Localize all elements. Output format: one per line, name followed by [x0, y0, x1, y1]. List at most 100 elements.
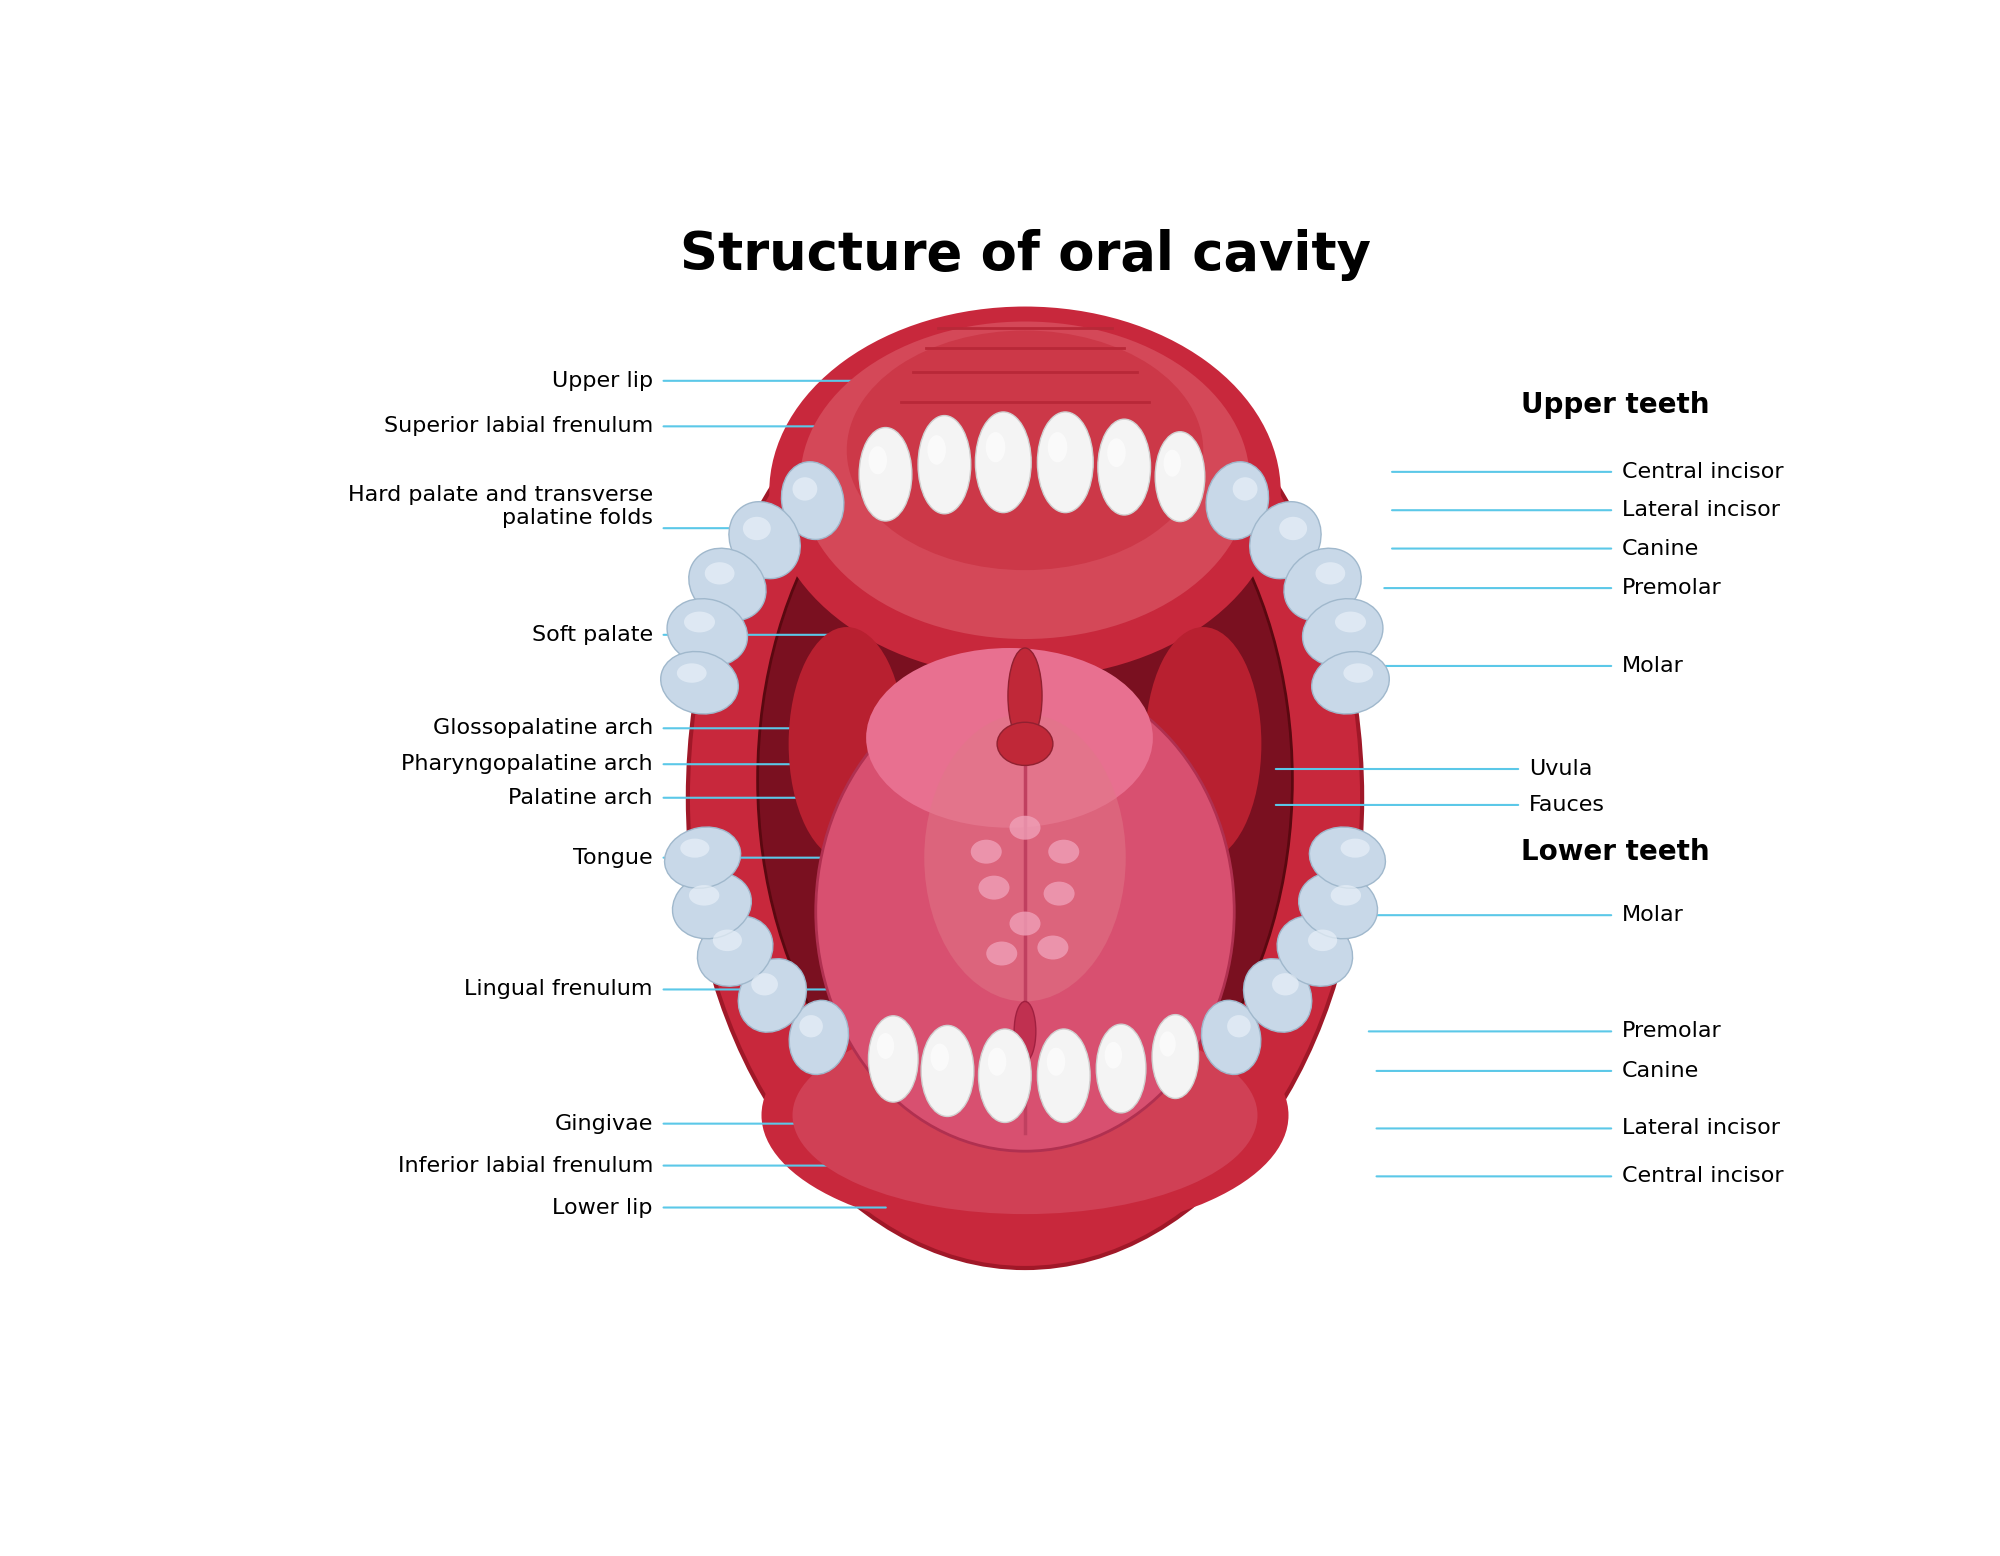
Circle shape [1048, 840, 1080, 864]
Ellipse shape [1206, 462, 1268, 540]
Text: Uvula: Uvula [1528, 759, 1592, 780]
Ellipse shape [790, 1001, 848, 1075]
Ellipse shape [1108, 439, 1126, 467]
Text: Hard palate and transverse
palatine folds: Hard palate and transverse palatine fold… [348, 485, 652, 527]
Text: Central incisor: Central incisor [1622, 1167, 1784, 1186]
Ellipse shape [1156, 431, 1204, 521]
Ellipse shape [876, 1033, 894, 1060]
Ellipse shape [698, 916, 772, 987]
Text: Canine: Canine [1622, 1061, 1700, 1081]
Ellipse shape [1278, 916, 1352, 987]
Ellipse shape [762, 996, 1288, 1235]
Ellipse shape [930, 1044, 948, 1071]
Ellipse shape [738, 958, 806, 1032]
Circle shape [970, 840, 1002, 864]
Ellipse shape [860, 428, 912, 521]
Text: Lower teeth: Lower teeth [1522, 837, 1710, 865]
Ellipse shape [1046, 1047, 1066, 1075]
Ellipse shape [672, 873, 752, 938]
Ellipse shape [928, 436, 946, 465]
Ellipse shape [684, 612, 716, 632]
Ellipse shape [986, 433, 1006, 462]
Text: Upper teeth: Upper teeth [1522, 391, 1710, 419]
Text: Gingivae: Gingivae [554, 1114, 652, 1134]
Text: Soft palate: Soft palate [532, 626, 652, 644]
Circle shape [986, 941, 1018, 965]
Ellipse shape [1336, 612, 1366, 632]
Text: Inferior labial frenulum: Inferior labial frenulum [398, 1156, 652, 1176]
Circle shape [1010, 912, 1040, 935]
Ellipse shape [1152, 1015, 1198, 1099]
Ellipse shape [792, 478, 818, 501]
Ellipse shape [676, 663, 706, 683]
Ellipse shape [728, 501, 800, 579]
Text: Palatine arch: Palatine arch [508, 787, 652, 808]
Ellipse shape [866, 647, 1152, 828]
Ellipse shape [758, 397, 1292, 1164]
Ellipse shape [1008, 647, 1042, 744]
Ellipse shape [1298, 873, 1378, 938]
Ellipse shape [782, 462, 844, 540]
Ellipse shape [924, 714, 1126, 1002]
Ellipse shape [1014, 1002, 1036, 1061]
Ellipse shape [1244, 958, 1312, 1032]
Ellipse shape [660, 652, 738, 714]
Ellipse shape [1308, 929, 1338, 951]
Ellipse shape [792, 1016, 1258, 1214]
Text: Canine: Canine [1622, 538, 1700, 559]
Ellipse shape [664, 828, 740, 888]
Ellipse shape [800, 322, 1250, 640]
Ellipse shape [752, 972, 778, 996]
Text: Central incisor: Central incisor [1622, 462, 1784, 482]
Ellipse shape [1104, 1043, 1122, 1069]
Text: Pharyngopalatine arch: Pharyngopalatine arch [402, 755, 652, 775]
Ellipse shape [688, 885, 720, 906]
Text: Structure of oral cavity: Structure of oral cavity [680, 229, 1370, 280]
Circle shape [998, 722, 1052, 766]
Ellipse shape [1038, 412, 1094, 512]
Ellipse shape [868, 1016, 918, 1102]
Ellipse shape [1232, 478, 1258, 501]
Ellipse shape [1302, 599, 1382, 666]
Ellipse shape [712, 929, 742, 951]
Ellipse shape [1228, 1015, 1250, 1038]
Text: Premolar: Premolar [1622, 1021, 1722, 1041]
Text: Lateral incisor: Lateral incisor [1622, 499, 1780, 520]
Ellipse shape [922, 1025, 974, 1117]
Ellipse shape [1038, 1029, 1090, 1122]
Ellipse shape [868, 447, 886, 475]
Text: Molar: Molar [1622, 906, 1684, 926]
Ellipse shape [1284, 548, 1362, 621]
Circle shape [1010, 815, 1040, 840]
Ellipse shape [816, 672, 1234, 1151]
Ellipse shape [1202, 1001, 1260, 1075]
Ellipse shape [688, 548, 766, 621]
Ellipse shape [978, 1029, 1032, 1122]
Text: Molar: Molar [1622, 657, 1684, 675]
Text: Lower lip: Lower lip [552, 1198, 652, 1217]
Ellipse shape [770, 307, 1280, 678]
Ellipse shape [1310, 828, 1386, 888]
Ellipse shape [1250, 501, 1322, 579]
Ellipse shape [1340, 839, 1370, 857]
Text: Lingual frenulum: Lingual frenulum [464, 979, 652, 999]
Ellipse shape [918, 415, 970, 513]
Ellipse shape [988, 1047, 1006, 1075]
Circle shape [1044, 882, 1074, 906]
Ellipse shape [1272, 972, 1298, 996]
Ellipse shape [1096, 1024, 1146, 1113]
Ellipse shape [1280, 517, 1308, 540]
Ellipse shape [1098, 419, 1150, 515]
Text: Lateral incisor: Lateral incisor [1622, 1119, 1780, 1139]
Ellipse shape [1316, 562, 1346, 585]
Ellipse shape [846, 330, 1204, 569]
Ellipse shape [800, 1015, 822, 1038]
Text: Premolar: Premolar [1622, 579, 1722, 598]
Ellipse shape [1048, 433, 1068, 462]
Text: Tongue: Tongue [574, 848, 652, 868]
Text: Superior labial frenulum: Superior labial frenulum [384, 417, 652, 436]
Ellipse shape [742, 517, 770, 540]
Ellipse shape [680, 839, 710, 857]
Text: Fauces: Fauces [1528, 795, 1604, 815]
Ellipse shape [1160, 1032, 1176, 1057]
